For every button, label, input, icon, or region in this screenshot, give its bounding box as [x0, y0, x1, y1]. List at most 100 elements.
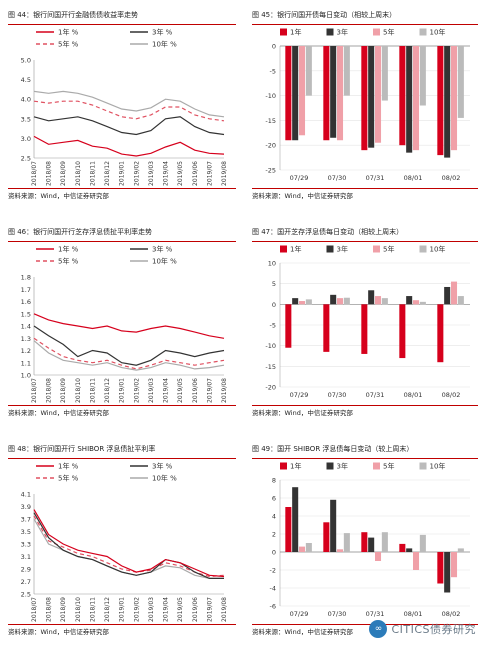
- bar: [381, 46, 388, 101]
- bar: [330, 46, 337, 138]
- panel-source: 资料来源：Wind，中信证券研究部: [8, 624, 236, 639]
- y-tick-label: 2: [272, 531, 276, 539]
- x-tick-label: 2019/04: [163, 161, 170, 186]
- y-tick-label: 1.6: [21, 298, 31, 306]
- y-tick-label: 0: [272, 43, 276, 51]
- bar: [361, 304, 368, 354]
- bar: [451, 552, 458, 578]
- line-chart-fig46: 1年 % 3年 % 5年 % 10年 % 1.0 1.1 1.2 1.3 1.4 1.5 1.6 1.…: [21, 245, 228, 403]
- bar: [285, 304, 292, 348]
- x-tick-label: 07/29: [290, 174, 309, 182]
- x-tick-label: 07/29: [290, 610, 309, 618]
- line-chart-fig48: 1年 % 3年 % 5年 % 10年 % 2.5 2.7 2.9 3.1 3.3 3.5 3.7 3.…: [21, 462, 228, 622]
- y-tick-label: -25: [265, 167, 276, 175]
- y-tick-label: 1.7: [21, 286, 31, 294]
- bar: [337, 46, 344, 141]
- x-tick-label: 2019/06: [192, 378, 199, 403]
- panel-title: 图 46：银行间国开行芝存浮息债扯平利率走势: [8, 225, 236, 242]
- legend-label: 3年 %: [152, 28, 173, 37]
- legend-label: 3年: [337, 28, 348, 37]
- bar: [361, 532, 368, 552]
- y-tick-label: -10: [265, 342, 276, 350]
- panel-title: 图 48：银行间国开行 SHIBOR 浮息债扯平利率: [8, 442, 236, 459]
- x-tick-label: 2018/11: [89, 161, 96, 186]
- y-tick-label: -20: [265, 142, 276, 150]
- x-tick-label: 2018/11: [89, 378, 96, 403]
- legend-label: 3年: [337, 462, 348, 471]
- x-tick-label: 07/31: [366, 391, 385, 399]
- x-tick-label: 2019/07: [206, 161, 213, 186]
- legend-label: 5年: [383, 462, 394, 471]
- legend-swatch: [373, 245, 380, 253]
- bar: [368, 46, 375, 148]
- y-tick-label: -6: [270, 603, 276, 611]
- bar: [444, 552, 451, 593]
- x-tick-label: 2018/10: [75, 161, 82, 186]
- bar: [330, 499, 337, 552]
- y-tick-label: 3.5: [21, 115, 31, 123]
- x-tick-label: 2019/01: [119, 597, 126, 622]
- panel-source: 资料来源：Wind，中信证券研究部: [252, 624, 478, 639]
- y-tick-label: 10: [268, 260, 276, 268]
- y-tick-label: 1.0: [21, 372, 31, 380]
- panel-fig44: 图 44：银行间国开行金融债债收益率走势 1年 % 3年 % 5年 % 10年 % 2.…: [8, 8, 236, 203]
- x-tick-label: 2018/12: [104, 597, 111, 622]
- x-tick-label: 2019/08: [221, 378, 228, 403]
- x-tick-label: 2018/08: [46, 378, 53, 403]
- x-tick-label: 2018/10: [75, 597, 82, 622]
- legend-label: 3年: [337, 245, 348, 254]
- x-tick-label: 08/01: [404, 174, 423, 182]
- y-tick-label: -15: [265, 363, 276, 371]
- legend-swatch: [326, 28, 334, 36]
- legend-swatch: [373, 462, 380, 470]
- panel-fig49: 图 49：国开 SHIBOR 浮息债每日变动（较上周末） 1年 3年 5年 10年 -6…: [252, 442, 478, 640]
- x-tick-label: 2019/02: [133, 378, 140, 403]
- x-tick-label: 07/30: [328, 174, 347, 182]
- y-tick-label: 4: [272, 513, 276, 521]
- bar: [305, 543, 312, 552]
- y-tick-label: -2: [270, 567, 276, 575]
- bar: [330, 294, 337, 305]
- legend-label: 1年: [290, 28, 301, 37]
- x-tick-label: 08/01: [404, 391, 423, 399]
- x-tick-label: 2018/08: [46, 161, 53, 186]
- x-tick-label: 2019/03: [148, 597, 155, 622]
- panel-title: 图 47：国开芝存浮息债每日变动（相较上周末）: [252, 225, 478, 242]
- x-tick-label: 2019/04: [163, 597, 170, 622]
- x-tick-label: 07/31: [366, 174, 385, 182]
- bar: [437, 46, 444, 156]
- bar: [323, 522, 330, 552]
- y-tick-label: 0: [272, 549, 276, 557]
- x-tick-label: 2019/05: [177, 378, 184, 403]
- legend-label: 10年: [430, 28, 446, 37]
- y-tick-label: -20: [265, 384, 276, 392]
- x-tick-label: 2018/09: [60, 597, 67, 622]
- legend-swatch: [419, 245, 427, 253]
- bar: [299, 301, 306, 305]
- series-line: [33, 512, 224, 580]
- bar: [437, 304, 444, 363]
- bar: [413, 300, 420, 305]
- x-tick-label: 2019/02: [133, 597, 140, 622]
- series-line: [33, 313, 225, 339]
- y-tick-label: 4.5: [21, 76, 31, 84]
- panel-title: 图 44：银行间国开行金融债债收益率走势: [8, 8, 236, 25]
- panel-title: 图 49：国开 SHIBOR 浮息债每日变动（较上周末）: [252, 442, 478, 459]
- series-line: [33, 100, 225, 122]
- bar: [337, 298, 344, 305]
- x-tick-label: 08/02: [442, 610, 461, 618]
- y-tick-label: 2.9: [21, 566, 31, 574]
- bar: [406, 46, 413, 153]
- y-tick-label: 3.9: [21, 503, 31, 511]
- y-tick-label: -5: [270, 67, 276, 75]
- y-tick-label: 1.1: [21, 359, 31, 367]
- x-tick-label: 2018/12: [104, 378, 111, 403]
- y-tick-label: 1.5: [21, 310, 31, 318]
- legend-label: 3年 %: [152, 245, 173, 254]
- series-line: [33, 340, 225, 371]
- x-tick-label: 2018/07: [31, 597, 38, 622]
- x-tick-label: 08/01: [404, 610, 423, 618]
- legend-label: 1年 %: [58, 462, 79, 471]
- legend-swatch: [280, 28, 287, 36]
- legend-swatch: [419, 462, 427, 470]
